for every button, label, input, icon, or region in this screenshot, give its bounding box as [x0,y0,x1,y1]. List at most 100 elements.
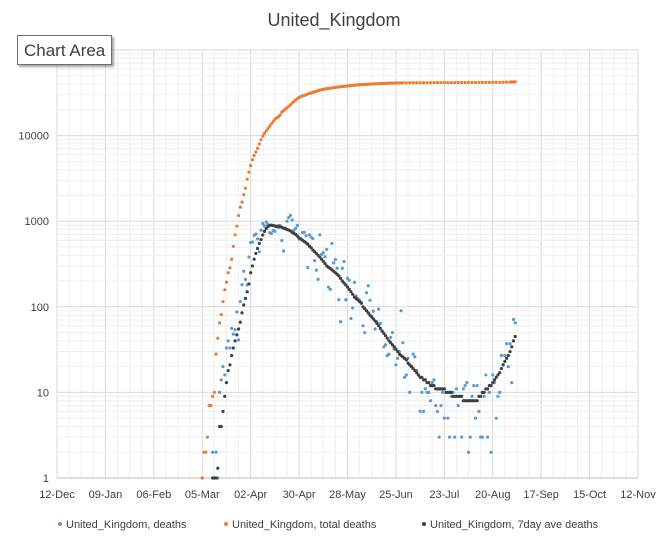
data-point [415,81,419,85]
data-point [377,307,381,311]
data-point [294,226,298,230]
data-point [366,311,370,315]
data-point [373,319,377,323]
data-point [338,276,343,280]
data-point [441,390,445,394]
data-point [221,300,225,304]
data-point [421,409,426,413]
data-point [477,409,481,413]
data-point [209,404,213,408]
data-point [472,384,476,388]
data-point [491,381,495,385]
data-point [510,381,514,385]
legend-label: United_Kingdom, 7day ave deaths [430,519,599,531]
data-point [482,390,486,394]
data-point [404,358,408,362]
data-point [340,266,344,270]
data-point [214,476,218,480]
data-point [224,346,229,350]
data-point [499,353,503,358]
data-point [385,336,389,340]
data-point [226,339,230,343]
data-point [442,416,446,420]
data-point [238,205,242,209]
data-point [257,250,261,254]
data-point [318,233,322,237]
data-point [231,244,235,248]
data-point [361,324,365,328]
x-tick-label: 12-Dec [39,489,75,501]
data-point [492,378,497,382]
data-point [247,255,251,259]
data-point [392,345,396,349]
data-point [231,346,235,350]
data-point [240,283,244,287]
data-point [466,450,471,454]
data-point [382,345,386,349]
data-point [390,343,395,347]
data-point [498,390,502,394]
legend-marker [422,522,426,526]
data-point [498,371,502,375]
legend-marker [224,522,228,526]
data-point [477,80,481,85]
data-point [373,327,377,331]
data-point [485,387,490,391]
data-point [254,232,258,236]
data-point [306,242,310,246]
data-point [396,356,400,360]
data-point [314,268,318,272]
data-point [236,338,241,342]
data-point [323,255,327,259]
data-point [302,230,306,234]
x-tick-label: 12-Nov [620,489,656,501]
data-point [463,384,467,388]
data-point [411,81,415,85]
data-point [456,404,460,408]
data-point [399,309,403,313]
data-point [211,394,215,398]
data-point [446,80,450,85]
data-point [262,224,267,228]
data-point [216,336,220,340]
data-point [231,332,235,336]
data-point [338,320,343,324]
x-tick-label: 06-Feb [136,489,171,501]
series-total [200,80,517,480]
data-point [473,416,478,420]
chart-area-tooltip: Chart Area [17,35,112,65]
data-point [347,278,351,282]
data-point [453,435,457,439]
data-point [475,399,479,403]
x-tick-label: 02-Apr [234,489,267,501]
data-point [470,80,474,85]
data-point [359,301,363,305]
data-point [439,81,443,85]
data-point [230,257,234,261]
data-point [475,384,479,388]
data-point [460,435,464,439]
data-point [319,257,324,261]
data-point [418,409,422,413]
data-point [364,309,369,313]
data-point [513,80,517,84]
data-point [221,409,225,413]
data-point [311,236,315,241]
data-point [456,80,460,85]
legend-marker [58,522,62,526]
data-point [224,280,229,284]
legend: United_Kingdom, deaths United_Kingdom, to… [58,519,599,531]
data-point [281,249,286,253]
data-point [261,221,265,226]
data-point [425,81,429,85]
data-point [511,317,516,322]
data-point [255,246,260,251]
data-point [306,265,310,270]
data-point [364,291,369,295]
x-tick-label: 05-Mar [185,489,220,501]
data-point [508,342,512,346]
data-point [480,435,484,439]
data-point [446,416,450,420]
data-point [259,228,263,232]
data-point [466,80,471,85]
